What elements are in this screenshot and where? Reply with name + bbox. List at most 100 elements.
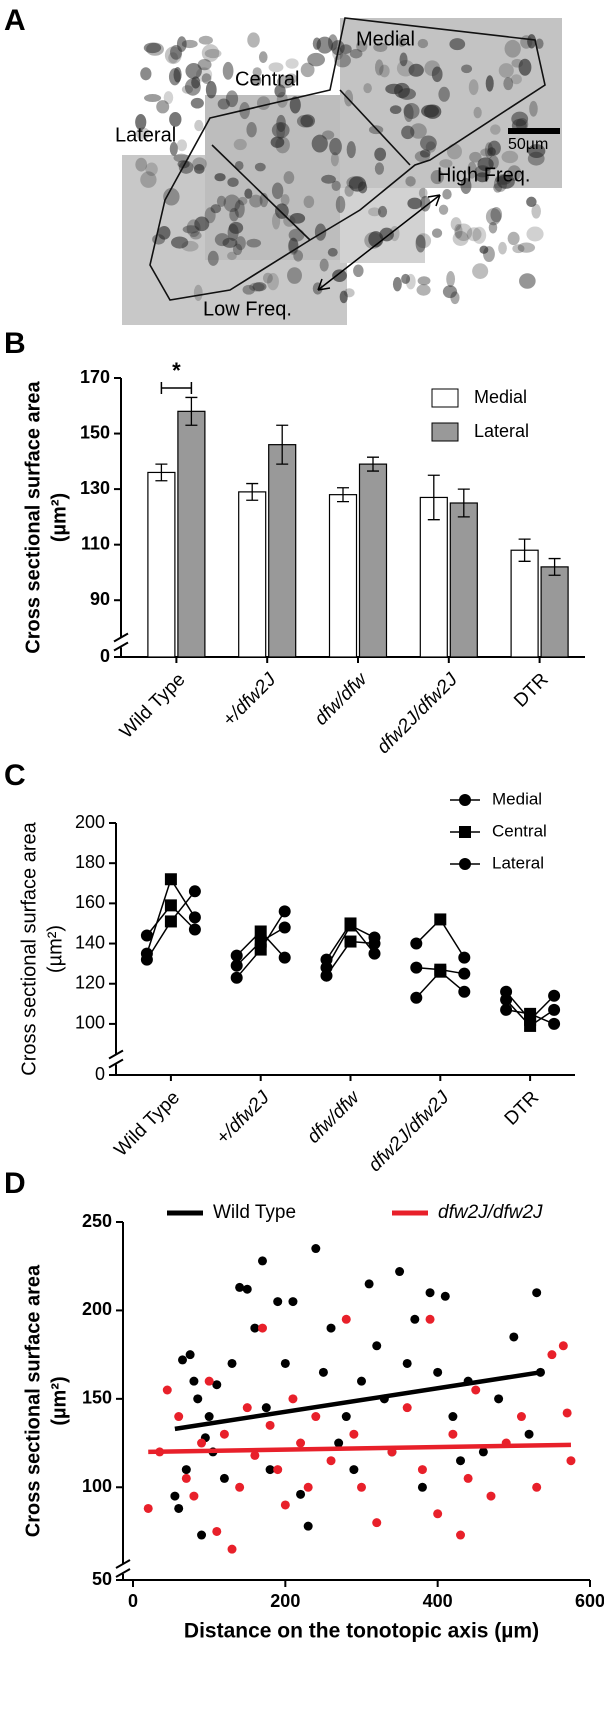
point: [170, 1491, 180, 1501]
point: [140, 929, 153, 942]
y-tick-label: 160: [75, 892, 105, 912]
point: [349, 1465, 359, 1475]
point: [273, 1297, 283, 1307]
x-tick-label: +/dfw2J: [219, 669, 281, 731]
y-tick-label: 110: [81, 533, 110, 553]
point: [250, 1450, 260, 1460]
point: [372, 1518, 382, 1528]
point: [318, 1367, 328, 1377]
point: [566, 1456, 576, 1466]
y-tick-label: 100: [82, 1476, 112, 1496]
point: [164, 899, 177, 912]
panel-label: C: [4, 759, 26, 792]
point: [189, 1376, 199, 1386]
point: [500, 1003, 513, 1016]
point: [357, 1482, 366, 1492]
point: [410, 991, 423, 1004]
axis-break: [113, 632, 129, 652]
point: [188, 911, 201, 924]
y-tick-label: 50: [92, 1569, 112, 1589]
point: [250, 1323, 260, 1333]
point: [458, 951, 471, 964]
bar: [358, 463, 388, 658]
point: [524, 1007, 537, 1020]
x-tick-label: 400: [423, 1591, 453, 1611]
point: [448, 1429, 458, 1439]
point: [368, 947, 381, 960]
point: [548, 1003, 561, 1016]
point: [341, 1314, 351, 1324]
point: [402, 1358, 412, 1368]
point: [532, 1288, 542, 1298]
point: [516, 1412, 526, 1422]
point: [140, 953, 153, 966]
point: [417, 1482, 427, 1492]
legend-swatch: [431, 422, 459, 442]
axis-break: [108, 1049, 124, 1069]
point: [509, 1332, 519, 1342]
point: [440, 1291, 450, 1301]
point: [478, 1447, 488, 1457]
point: [273, 1465, 283, 1475]
point: [494, 1394, 504, 1404]
point: [227, 1544, 237, 1554]
x-tick-label: +/dfw2J: [212, 1087, 274, 1149]
legend-marker: [459, 826, 471, 838]
point: [434, 913, 447, 926]
axis-break: [115, 1559, 131, 1578]
point: [425, 1288, 435, 1298]
point: [174, 1412, 184, 1422]
x-axis-label: Distance on the tonotopic axis (µm): [184, 1620, 539, 1643]
y-axis-label: Cross sectional surface area: [18, 821, 40, 1075]
point: [204, 1412, 214, 1422]
bar: [328, 494, 358, 658]
point: [458, 985, 471, 998]
point: [197, 1438, 207, 1448]
point: [181, 1473, 191, 1483]
bar: [449, 502, 478, 658]
legend-swatch: [431, 388, 459, 408]
legend-label: Lateral: [474, 421, 529, 441]
point: [227, 1358, 237, 1368]
y-tick-label: 150: [82, 1388, 112, 1408]
y-tick-label: 130: [80, 478, 110, 498]
point: [410, 961, 423, 974]
y-tick-label: 90: [90, 589, 110, 609]
point: [219, 1429, 229, 1439]
x-tick-label: dfw/dfw: [303, 1086, 364, 1147]
point: [448, 1412, 458, 1422]
y-tick-label: 150: [80, 422, 110, 442]
significance-bracket: [160, 382, 193, 394]
point: [562, 1408, 572, 1418]
bar: [147, 471, 176, 658]
micrograph: [122, 17, 562, 325]
x-tick-label: dfw/dfw: [311, 668, 372, 729]
error-bar: [155, 463, 168, 482]
x-tick-label: DTR: [501, 1087, 543, 1129]
point: [486, 1491, 496, 1501]
point: [257, 1323, 267, 1333]
point: [288, 1297, 298, 1307]
arrow-label: High Freq.: [437, 164, 530, 186]
point: [326, 1323, 336, 1333]
point: [280, 1358, 290, 1368]
point: [364, 1279, 374, 1289]
point: [402, 1403, 412, 1413]
scale-bar-label: 50µm: [508, 136, 548, 153]
point: [326, 1456, 336, 1466]
point: [235, 1482, 245, 1492]
error-bar: [337, 487, 349, 503]
error-bar: [276, 424, 289, 465]
y-tick-label: 170: [80, 367, 110, 387]
significance-label: *: [172, 358, 181, 383]
point: [344, 935, 357, 948]
point: [181, 1465, 191, 1475]
point: [349, 1429, 359, 1439]
point: [242, 1403, 252, 1413]
point: [558, 1341, 568, 1351]
point: [548, 989, 561, 1002]
point: [265, 1465, 275, 1475]
y-tick-label: 0: [100, 646, 110, 666]
legend-marker: [459, 794, 471, 806]
